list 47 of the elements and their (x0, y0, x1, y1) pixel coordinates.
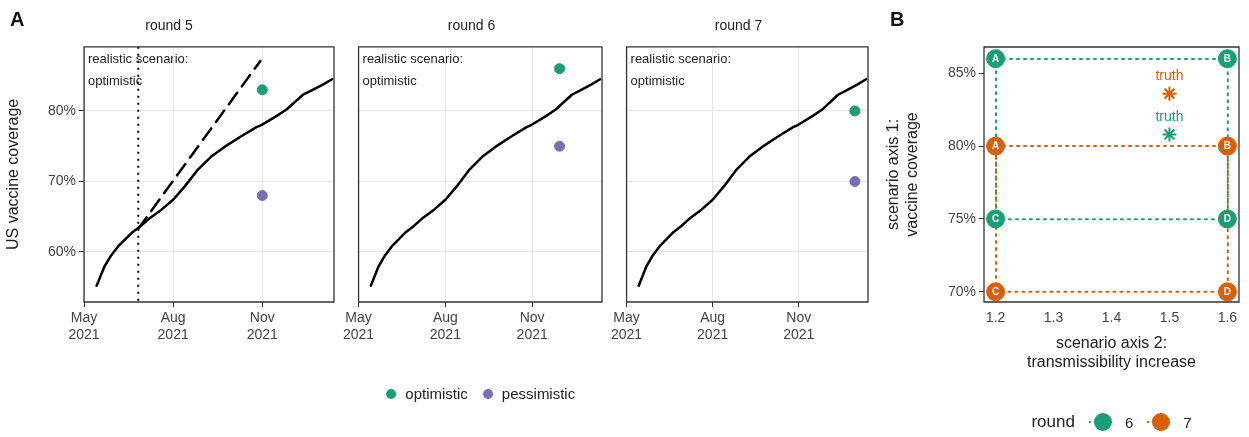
data-label: D (1223, 286, 1232, 298)
data-label: truth (1155, 108, 1184, 125)
text: A (10, 8, 25, 31)
x-tick-label: Nov 2021 (246, 309, 279, 343)
x-axis-title: scenario axis 2: transmissibility increase (1027, 333, 1197, 370)
data-label: D (1223, 213, 1232, 225)
x-tick-label: Nov 2021 (783, 309, 815, 343)
data-label: A (991, 140, 1000, 152)
data-label: A (991, 52, 1000, 64)
x-tick-label: Aug 2021 (157, 309, 189, 343)
x-tick-label: Aug 2021 (697, 309, 729, 343)
x-tick-label: May 2021 (610, 309, 643, 343)
annotation: realistic scenario: optimistic (630, 49, 732, 90)
data-label: B (1223, 140, 1232, 152)
data-label: C (991, 213, 1000, 225)
x-tick-label: May 2021 (342, 309, 375, 343)
y-tick-label: 80% (47, 101, 76, 118)
x-tick-label: Aug 2021 (429, 309, 462, 343)
y-tick-label: 85% (947, 64, 976, 81)
data-label: truth (1155, 67, 1184, 84)
y-tick-label: 75% (947, 209, 976, 226)
legend-label: 7 (1183, 413, 1192, 431)
y-axis-title: US vaccine coverage (4, 98, 22, 250)
x-tick-label: 1.4 (1101, 309, 1122, 326)
legend-label: pessimistic (501, 385, 576, 402)
chart-title: round 7 (714, 17, 763, 34)
chart-title: round 6 (447, 17, 496, 34)
data-label: B (1223, 52, 1232, 64)
legend-label: 6 (1124, 413, 1134, 431)
x-tick-label: 1.2 (985, 309, 1006, 326)
legend-title: round (1031, 412, 1075, 432)
y-tick-label: 70% (47, 172, 76, 189)
y-tick-label: 80% (947, 136, 976, 153)
annotation: realistic scenario: optimistic (362, 49, 464, 90)
annotation: realistic scenario: optimistic (88, 49, 190, 90)
text: B (890, 8, 905, 31)
x-tick-label: 1.5 (1159, 309, 1180, 326)
legend-label: optimistic (405, 385, 468, 402)
x-tick-label: Nov 2021 (516, 309, 548, 343)
y-tick-label: 60% (47, 242, 76, 259)
x-tick-label: 1.3 (1043, 309, 1064, 326)
x-tick-label: 1.6 (1217, 309, 1238, 326)
chart-title: round 5 (145, 17, 193, 34)
y-tick-label: 70% (947, 282, 976, 299)
data-label: C (991, 286, 1000, 298)
y-axis-title: scenario axis 1: vaccine coverage (884, 112, 921, 237)
x-tick-label: May 2021 (68, 309, 100, 343)
